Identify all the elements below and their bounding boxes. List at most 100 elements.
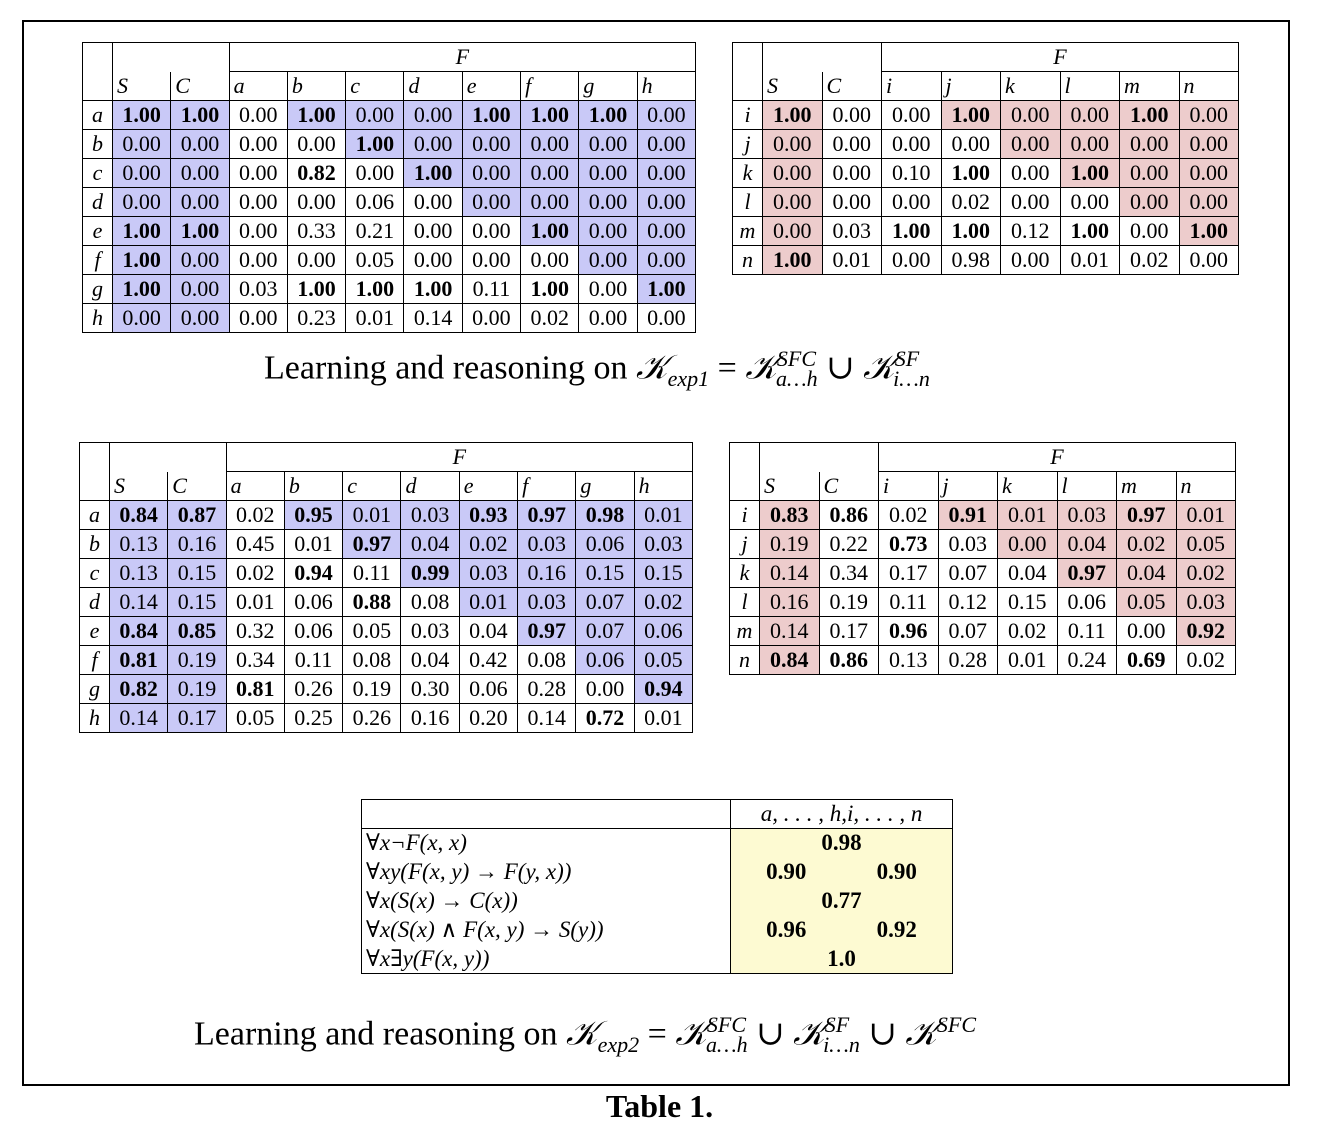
value-cell: 0.02 [520,303,580,333]
value-cell: 0.00 [228,100,288,130]
value-cell: 0.06 [1056,587,1117,617]
table-row: h 0.00 0.00 0.00 0.23 0.01 0.14 0.00 0.02 0.00 0.0… [82,303,697,333]
value-cell: 0.91 [937,500,998,530]
value-cell: 0.93 [458,500,519,530]
value-cell: 0.02 [225,558,285,588]
value-cell: 0.16 [167,529,227,559]
value-cell: 0.02 [1119,245,1180,275]
value-cell: 0.00 [461,216,522,246]
value-cell: 0.04 [400,645,460,675]
table-row: f 1.00 0.00 0.00 0.00 0.05 0.00 0.00 0.00 0.00 0.0… [82,245,697,275]
value-cell: 1.00 [520,274,580,304]
value-cell: 0.06 [458,674,519,704]
value-cell: 0.00 [228,187,288,217]
value-cell: 0.00 [1178,129,1239,159]
value-cell: 0.42 [458,645,519,675]
value-cell: 0.00 [636,129,697,159]
corner-cell [732,42,763,101]
value-cell: 0.01 [225,587,285,617]
value-cell: 0.02 [940,187,1001,217]
table-row: l 0.16 0.19 0.11 0.12 0.15 0.06 0.05 0.03 [729,587,1236,617]
value-cell: 0.00 [636,158,697,188]
value-cell: 0.01 [997,500,1058,530]
value-cell: 0.05 [345,245,405,275]
row-header: i [732,100,763,130]
axiom-row: ∀x(S(x) → C(x)) 0.77 [361,886,954,916]
value-cell: 0.00 [461,187,522,217]
value-cell: 1.00 [762,245,823,275]
value-cell: 0.34 [225,645,285,675]
value-cell: 0.17 [167,703,227,733]
value-cell: 0.04 [400,529,460,559]
value-cell: 0.14 [108,703,169,733]
value-cell: 0.15 [167,587,227,617]
value-cell: 0.28 [517,674,577,704]
group-label-F: F [228,42,697,72]
row-header: m [732,216,763,246]
value-cell: 0.04 [997,558,1058,588]
value-cell: 0.03 [458,558,519,588]
value-cell: 0.00 [170,245,230,275]
value-cell: 0.06 [575,645,635,675]
table-row: g 1.00 0.00 0.03 1.00 1.00 1.00 0.11 1.00 0.00 1.0… [82,274,697,304]
value-cell: 0.00 [1059,187,1120,217]
value-cell: 0.00 [821,187,882,217]
value-cell: 0.00 [821,129,882,159]
value-cell: 0.00 [1116,616,1177,646]
value-cell: 0.00 [170,274,230,304]
value-cell: 0.92 [1175,616,1236,646]
axiom-row: ∀x∃y(F(x, y)) 1.0 [361,944,954,974]
value-cell: 0.15 [575,558,635,588]
caption-exp2: Learning and reasoning on 𝒦exp2 = 𝒦SFCa…… [194,1012,977,1058]
value-cell: 0.20 [458,703,519,733]
value-cell: 0.28 [937,645,998,675]
table-row: j 0.00 0.00 0.00 0.00 0.00 0.00 0.00 0.00 [732,129,1239,159]
axiom-value: 0.77 [729,886,954,916]
column-header: S [759,471,820,501]
table-row: e 1.00 1.00 0.00 0.33 0.21 0.00 0.00 1.00 0.00 0.0… [82,216,697,246]
value-cell: 0.96 [878,616,939,646]
value-cell: 0.94 [633,674,694,704]
value-cell: 0.03 [821,216,882,246]
value-cell: 0.00 [578,129,638,159]
column-header: e [458,471,519,501]
value-cell: 0.11 [461,274,522,304]
value-cell: 0.02 [1175,645,1236,675]
value-cell: 0.11 [283,645,344,675]
value-cell: 0.02 [225,500,285,530]
row-header: h [79,703,110,733]
value-cell: 0.84 [108,500,169,530]
row-header: e [79,616,110,646]
table-row: f 0.81 0.19 0.34 0.11 0.08 0.04 0.42 0.08 0.06 0.0… [79,645,694,675]
value-cell: 0.04 [1116,558,1177,588]
value-cell: 0.01 [997,645,1058,675]
value-cell: 0.11 [342,558,402,588]
value-cell: 0.84 [108,616,169,646]
value-cell: 0.19 [167,674,227,704]
row-header: n [729,645,760,675]
group-label-F: F [878,442,1236,472]
column-header: C [170,71,230,101]
value-cell: 0.10 [881,158,942,188]
value-cell: 0.00 [520,245,580,275]
axiom-formula: ∀x(S(x) ∧ F(x, y) → S(y)) [361,915,731,945]
value-cell: 1.00 [111,216,172,246]
value-cell: 0.00 [881,129,942,159]
value-cell: 0.03 [1175,587,1236,617]
column-header: m [1119,71,1180,101]
column-header: a [225,471,285,501]
column-header: d [403,71,463,101]
table-row: j 0.19 0.22 0.73 0.03 0.00 0.04 0.02 0.05 [729,529,1236,559]
value-cell: 0.02 [878,500,939,530]
value-cell: 0.25 [283,703,344,733]
column-header: S [111,71,172,101]
column-header: g [578,71,638,101]
value-cell: 0.06 [283,587,344,617]
axiom-formula: ∀x(S(x) → C(x)) [361,886,731,916]
value-cell: 0.00 [1000,100,1061,130]
value-cell: 0.00 [228,216,288,246]
value-cell: 0.14 [108,587,169,617]
value-cell: 1.00 [345,129,405,159]
